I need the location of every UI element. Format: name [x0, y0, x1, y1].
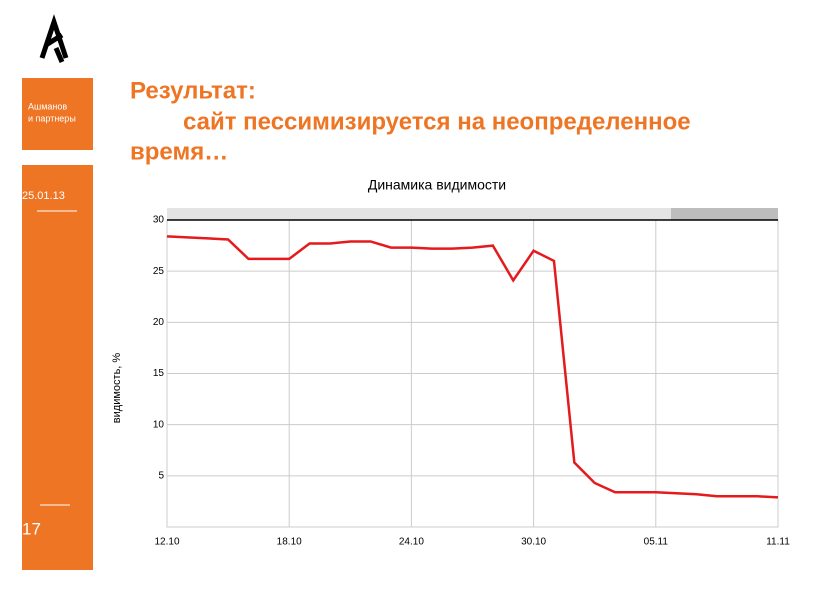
y-tick-label: 20: [153, 317, 165, 328]
scroll-track: [167, 208, 778, 220]
sidebar: [22, 165, 93, 570]
y-axis-label: видимость, %: [111, 353, 123, 424]
series-line: [166, 235, 779, 499]
y-tick-label: 30: [153, 215, 165, 226]
x-tick-label: 24.10: [399, 537, 424, 548]
date: 25.01.13: [22, 190, 65, 202]
heading: время…: [130, 138, 228, 165]
y-tick-label: 10: [153, 419, 165, 430]
brand-box: [22, 78, 93, 150]
scroll-thumb: [671, 208, 778, 220]
x-tick-label: 30.10: [521, 537, 546, 548]
logo: [39, 14, 69, 63]
x-tick-label: 18.10: [277, 537, 302, 548]
chart-title: Динамика видимости: [368, 177, 506, 193]
brand: и партнеры: [28, 113, 76, 123]
x-tick-label: 11.11: [766, 537, 790, 548]
page-number: 17: [22, 519, 41, 538]
y-tick-label: 5: [158, 470, 164, 481]
heading: сайт пессимизируется на неопределенное: [183, 108, 691, 135]
heading: Результат:: [130, 77, 256, 104]
x-tick-label: 05.11: [644, 537, 669, 548]
y-tick-label: 15: [153, 368, 165, 379]
brand: Ашманов: [28, 101, 67, 111]
x-tick-label: 12.10: [154, 537, 179, 548]
y-tick-label: 25: [153, 266, 165, 277]
